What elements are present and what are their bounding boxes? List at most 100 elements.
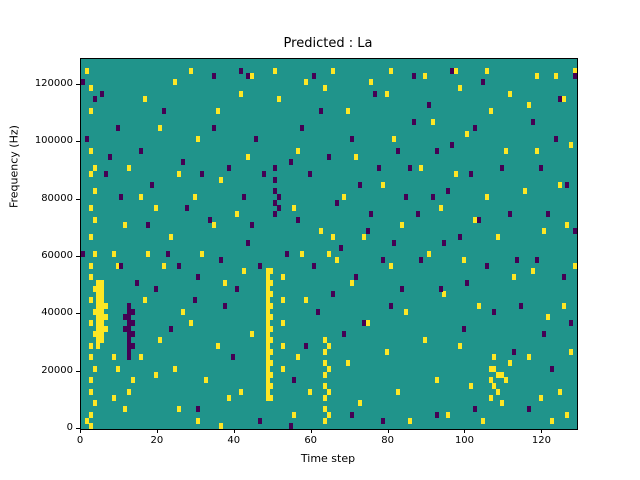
heatmap-cell [565, 411, 570, 418]
heatmap-cell [538, 165, 543, 172]
heatmap-cell [242, 268, 247, 275]
heatmap-cell [530, 268, 535, 275]
heatmap-cell [280, 365, 285, 372]
heatmap-cell [304, 79, 308, 86]
heatmap-cell [161, 262, 166, 269]
heatmap-cell [434, 377, 439, 384]
heatmap-cell [92, 96, 97, 103]
heatmap-cell [565, 222, 570, 229]
heatmap-cell [503, 377, 508, 384]
heatmap-cell [219, 423, 224, 429]
heatmap-cell [238, 388, 243, 395]
heatmap-cell [277, 193, 282, 200]
heatmap-cell [96, 337, 101, 344]
heatmap-cell [215, 107, 220, 114]
x-tick-label: 20 [150, 435, 164, 446]
heatmap-cell [100, 325, 105, 332]
heatmap-cell [242, 193, 247, 200]
heatmap-cell [288, 423, 293, 429]
heatmap-cell [180, 159, 185, 166]
heatmap-cell [427, 251, 432, 258]
heatmap-cell [392, 136, 397, 143]
heatmap-cell [457, 84, 462, 91]
heatmap-cell [100, 302, 105, 309]
heatmap-cell [200, 251, 205, 258]
heatmap-cell [96, 308, 101, 315]
heatmap-cell [573, 228, 577, 235]
heatmap-cell [423, 337, 428, 344]
heatmap-cell [323, 360, 328, 367]
heatmap-cell [269, 394, 274, 401]
heatmap-cell [380, 417, 385, 424]
heatmap-cell [365, 228, 370, 235]
x-tick-label: 60 [304, 435, 318, 446]
heatmap-cell [104, 170, 109, 177]
heatmap-cell [265, 308, 270, 315]
heatmap-cell [569, 142, 574, 149]
heatmap-cell [300, 251, 305, 258]
heatmap-cell [84, 136, 89, 143]
heatmap-cell [457, 233, 462, 240]
heatmap-cell [269, 360, 274, 367]
heatmap-cell [138, 193, 143, 200]
y-tick-label: 40000 [41, 307, 73, 319]
heatmap-cell [123, 222, 128, 229]
heatmap-cell [138, 147, 143, 154]
x-tick-label: 100 [454, 435, 475, 446]
heatmap-cell [238, 67, 243, 74]
heatmap-cell [453, 67, 458, 74]
heatmap-cell [127, 320, 132, 326]
heatmap-cell [319, 107, 324, 114]
heatmap-cell [269, 314, 274, 321]
heatmap-cell [419, 256, 424, 263]
heatmap-cell [130, 331, 135, 338]
heatmap-cell [573, 67, 577, 74]
heatmap-cell [196, 274, 201, 281]
heatmap-cell [277, 96, 282, 103]
heatmap-cell [223, 302, 228, 309]
chart-title: Predicted : La [283, 36, 373, 51]
heatmap-cell [227, 394, 232, 401]
heatmap-cell [346, 107, 351, 114]
x-tick-mark [464, 429, 466, 433]
x-tick-mark [156, 429, 158, 433]
heatmap-cell [88, 274, 93, 281]
heatmap-cell [473, 406, 478, 413]
heatmap-cell [323, 406, 328, 413]
heatmap-cell [223, 279, 228, 286]
heatmap-cell [457, 342, 462, 349]
heatmap-cell [273, 211, 278, 217]
heatmap-cell [88, 423, 93, 429]
heatmap-cell [96, 325, 101, 332]
heatmap-cell [269, 337, 274, 344]
heatmap-cell [269, 268, 274, 275]
heatmap-cell [273, 165, 278, 172]
heatmap-cell [88, 84, 93, 91]
heatmap-cell [127, 314, 132, 321]
y-tick-mark [76, 428, 80, 429]
heatmap-cell [92, 216, 97, 223]
heatmap-cell [469, 383, 474, 390]
x-tick-mark [387, 429, 389, 433]
heatmap-cell [438, 205, 443, 212]
heatmap-cell [219, 176, 224, 183]
heatmap-cell [323, 337, 328, 344]
heatmap-cell [473, 216, 478, 223]
heatmap-cell [246, 239, 251, 246]
heatmap-cell [315, 308, 320, 315]
heatmap-cell [96, 291, 101, 298]
heatmap-cell [142, 297, 147, 304]
heatmap-cell [146, 222, 151, 229]
heatmap-cell [565, 182, 570, 189]
heatmap-cell [104, 302, 109, 309]
heatmap-cell [280, 342, 285, 349]
heatmap-cell [265, 302, 270, 309]
heatmap-cell [96, 279, 101, 286]
heatmap-cell [334, 256, 339, 263]
heatmap-cell [265, 348, 270, 355]
heatmap-cell [130, 320, 135, 326]
heatmap-cell [327, 388, 332, 395]
heatmap-cell [169, 233, 174, 240]
heatmap-cell [469, 170, 474, 177]
heatmap-cell [92, 251, 97, 258]
